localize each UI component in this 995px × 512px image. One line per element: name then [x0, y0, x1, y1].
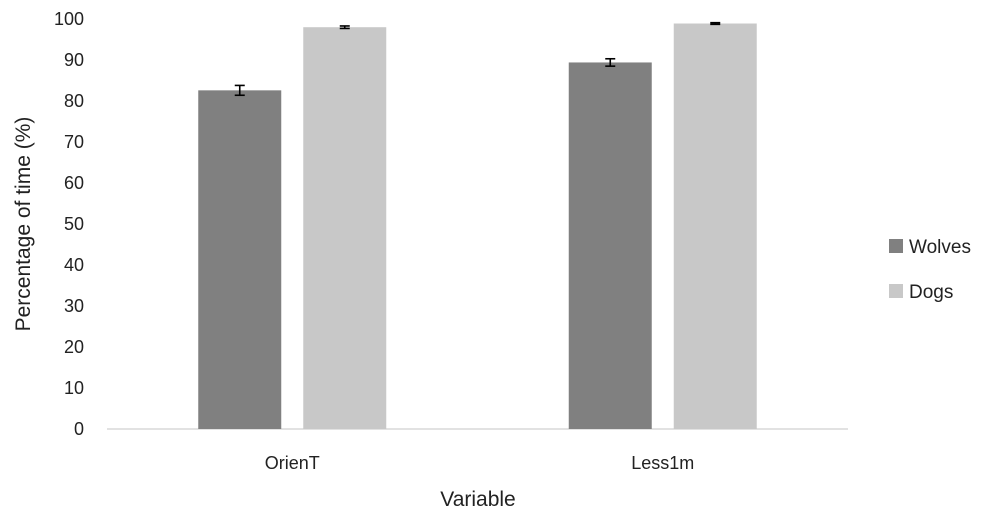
y-tick-label: 70	[64, 132, 84, 152]
x-axis-title: Variable	[440, 488, 516, 511]
y-tick-label: 20	[64, 337, 84, 357]
bar-wolves-less1m	[568, 62, 652, 430]
y-tick-label: 0	[74, 419, 84, 439]
y-tick-label: 100	[54, 9, 84, 29]
y-tick-label: 30	[64, 296, 84, 316]
bar-wolves-orient	[198, 90, 282, 429]
error-bar-wolves-orient	[234, 84, 245, 97]
legend-swatch-dogs	[889, 284, 903, 298]
x-tick-label-orient: OrienT	[265, 453, 320, 473]
y-tick-label: 40	[64, 255, 84, 275]
bar-dogs-orient	[303, 27, 387, 429]
bar-dogs-less1m	[673, 23, 757, 429]
y-tick-label: 90	[64, 50, 84, 70]
y-tick-label: 50	[64, 214, 84, 234]
error-bars	[234, 21, 721, 97]
legend-label-dogs: Dogs	[909, 282, 953, 303]
legend-label-wolves: Wolves	[909, 237, 971, 258]
x-axis-tick-labels: OrienT Less1m	[265, 453, 695, 473]
y-tick-label: 10	[64, 378, 84, 398]
legend: Wolves Dogs	[889, 237, 971, 303]
y-tick-label: 80	[64, 91, 84, 111]
error-bar-wolves-less1m	[605, 57, 616, 67]
y-axis-title: Percentage of time (%)	[12, 117, 35, 332]
legend-swatch-wolves	[889, 239, 903, 253]
y-tick-label: 60	[64, 173, 84, 193]
y-axis-tick-labels: 0 10 20 30 40 50 60 70 80 90 100	[54, 9, 84, 439]
bars	[198, 23, 757, 430]
error-bar-dogs-orient	[339, 25, 350, 30]
error-bar-dogs-less1m	[710, 21, 721, 26]
x-tick-label-less1m: Less1m	[631, 453, 694, 473]
